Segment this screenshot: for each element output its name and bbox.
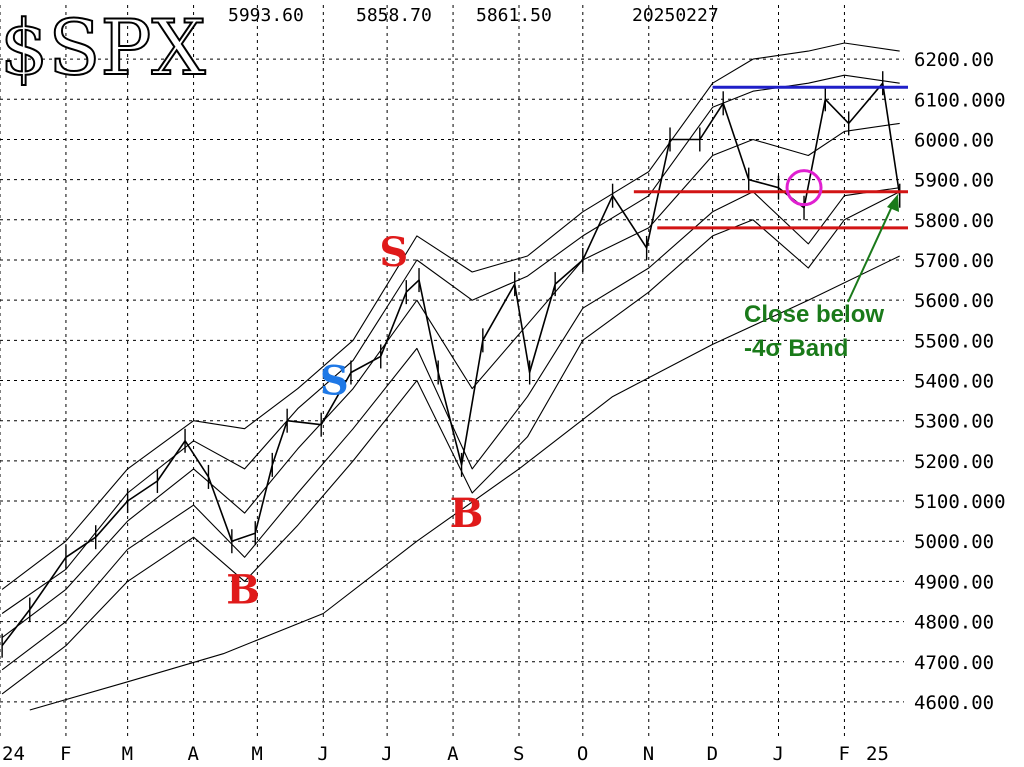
annotation-text-line2: -4σ Band bbox=[744, 335, 848, 362]
x-tick-label: A bbox=[447, 743, 459, 765]
header-low: 5858.70 bbox=[356, 5, 432, 26]
annotation-group: Close below -4σ Band bbox=[744, 169, 899, 362]
y-tick-label: 5600.00 bbox=[914, 290, 994, 312]
y-tick-label: 5500.00 bbox=[914, 330, 994, 352]
signal-label: S bbox=[320, 358, 349, 405]
x-tick-label: F bbox=[838, 743, 849, 765]
y-tick-label: 4900.00 bbox=[914, 571, 994, 593]
x-tick-label: D bbox=[707, 743, 718, 765]
annotation-text-line1: Close below bbox=[744, 301, 884, 328]
x-tick-label: 24 bbox=[2, 743, 25, 765]
price-bars-layer bbox=[1, 71, 901, 658]
bands-layer bbox=[1, 42, 900, 711]
grid bbox=[0, 5, 904, 738]
y-tick-label: 6100.000 bbox=[914, 89, 1006, 111]
x-tick-label: J bbox=[317, 743, 328, 765]
y-tick-label: 6200.00 bbox=[914, 49, 994, 71]
y-tick-label: 5400.00 bbox=[914, 371, 994, 393]
close-line bbox=[1, 82, 901, 647]
signal-label: B bbox=[226, 566, 260, 613]
y-tick-label: 5800.00 bbox=[914, 210, 994, 232]
signal-label: S bbox=[379, 229, 408, 276]
y-tick-label: 5900.00 bbox=[914, 170, 994, 192]
y-tick-label: 4800.00 bbox=[914, 612, 994, 634]
y-tick-label: 5300.00 bbox=[914, 411, 994, 433]
header-close: 5861.50 bbox=[476, 5, 552, 26]
band-lower-band-2 bbox=[1, 187, 900, 671]
x-tick-label: N bbox=[643, 743, 654, 765]
band-200-day-ma bbox=[29, 255, 900, 711]
levels-layer bbox=[633, 85, 908, 230]
y-tick-label: 4700.00 bbox=[914, 652, 994, 674]
x-tick-label: A bbox=[188, 743, 200, 765]
band-lower-band bbox=[1, 191, 900, 695]
signals-layer: B S S B bbox=[226, 229, 483, 613]
annotation-circle bbox=[785, 169, 823, 207]
signal-label: B bbox=[450, 490, 484, 537]
annotation-arrow bbox=[847, 201, 895, 303]
x-tick-label: M bbox=[122, 743, 133, 765]
header-date: 20250227 bbox=[632, 5, 719, 26]
band-middle-band bbox=[1, 122, 900, 639]
x-axis-ticks: 24 F M A M J J A S O N D J F 25 bbox=[2, 743, 889, 765]
y-tick-label: 5700.00 bbox=[914, 250, 994, 272]
y-tick-label: 5200.00 bbox=[914, 451, 994, 473]
y-tick-label: 6000.00 bbox=[914, 129, 994, 151]
x-tick-label: S bbox=[513, 743, 524, 765]
y-tick-label: 4600.00 bbox=[914, 692, 994, 714]
x-tick-label: M bbox=[251, 743, 262, 765]
x-tick-label: F bbox=[60, 743, 71, 765]
band-upper-band bbox=[1, 42, 900, 590]
y-tick-label: 5000.00 bbox=[914, 531, 994, 553]
x-tick-label: 25 bbox=[866, 743, 889, 765]
chart-symbol: $SPX bbox=[0, 3, 206, 92]
annotation-arrowhead bbox=[887, 194, 899, 212]
x-tick-label: J bbox=[773, 743, 784, 765]
x-tick-label: O bbox=[577, 743, 588, 765]
header-high: 5993.60 bbox=[228, 5, 304, 26]
x-tick-label: J bbox=[381, 743, 392, 765]
y-tick-label: 5100.000 bbox=[914, 491, 1006, 513]
y-axis-ticks: 4600.00 4700.00 4800.00 4900.00 5000.00 5100.… bbox=[914, 49, 1006, 714]
